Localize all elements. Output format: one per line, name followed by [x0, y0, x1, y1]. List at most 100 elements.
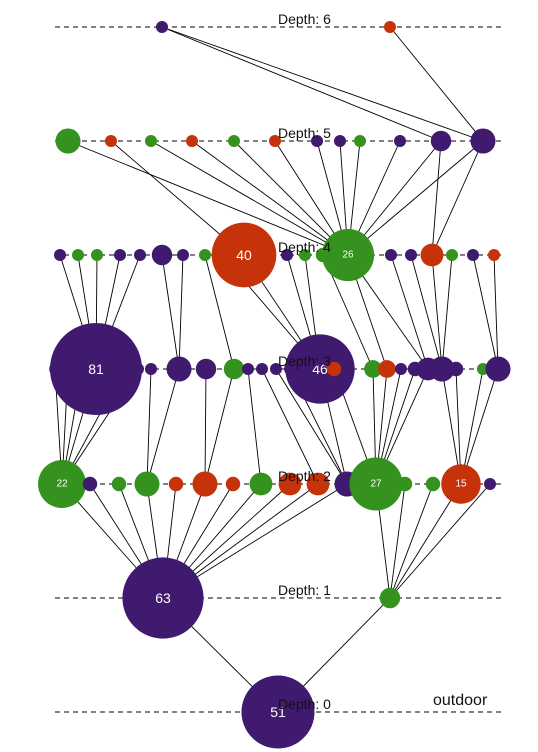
- node: [306, 472, 330, 496]
- node-circle: [269, 135, 281, 147]
- node: [228, 135, 240, 147]
- edge: [389, 483, 462, 599]
- edge: [204, 368, 235, 485]
- node-circle: [385, 249, 397, 261]
- node: [467, 249, 479, 261]
- node-circle: [249, 472, 273, 496]
- node: [114, 249, 126, 261]
- node-circle: [354, 135, 366, 147]
- node-circle: [145, 363, 157, 375]
- node: 81: [50, 323, 142, 415]
- node: [118, 363, 130, 375]
- node-circle: [484, 478, 496, 490]
- node-circle: [278, 472, 302, 496]
- edge: [431, 254, 443, 370]
- nodes: 51 63 22 27 15 81 46 40 26: [38, 21, 511, 749]
- node-circle: [82, 476, 98, 492]
- node-circle: [177, 249, 189, 261]
- node-circle: [225, 476, 241, 492]
- node: 27: [349, 457, 403, 511]
- node: [270, 363, 282, 375]
- node: [192, 471, 218, 497]
- node: [145, 363, 157, 375]
- edge: [347, 140, 484, 256]
- node: [394, 135, 406, 147]
- edge: [247, 368, 262, 485]
- node: 51: [241, 675, 315, 749]
- edge: [204, 254, 235, 370]
- node: [334, 135, 346, 147]
- depth-label-4: Depth: 4: [278, 239, 331, 255]
- node-circle: [378, 360, 396, 378]
- node-circle: [192, 471, 218, 497]
- node: [166, 356, 192, 382]
- node: [448, 361, 464, 377]
- node-circle: [151, 244, 173, 266]
- edge: [431, 140, 484, 256]
- node-circle: [270, 363, 282, 375]
- node: [470, 128, 496, 154]
- node: [364, 360, 382, 378]
- node: 15: [441, 464, 481, 504]
- node-circle: [448, 361, 464, 377]
- node: [186, 135, 198, 147]
- edge: [191, 140, 349, 256]
- node: [242, 363, 254, 375]
- node: 22: [38, 460, 86, 508]
- node: [378, 360, 396, 378]
- node: [225, 476, 241, 492]
- node: [278, 472, 302, 496]
- node-circle: [199, 249, 211, 261]
- edge: [161, 26, 484, 142]
- edge: [150, 140, 349, 256]
- node: [54, 249, 66, 261]
- edge: [389, 483, 434, 599]
- node-circle: [446, 249, 458, 261]
- node-circle: [50, 323, 142, 415]
- node: [326, 361, 342, 377]
- node-circle: [156, 21, 168, 33]
- node: [281, 249, 293, 261]
- node: [385, 249, 397, 261]
- node-circle: [91, 249, 103, 261]
- node: [429, 356, 455, 382]
- node: [485, 356, 511, 382]
- edge: [275, 368, 348, 485]
- node: [177, 249, 189, 261]
- node-circle: [145, 135, 157, 147]
- node-circle: [349, 457, 403, 511]
- node-circle: [441, 464, 481, 504]
- node: 26: [321, 228, 375, 282]
- node: [72, 249, 84, 261]
- edge: [431, 140, 442, 256]
- node: [82, 476, 98, 492]
- node-circle: [132, 363, 144, 375]
- depth-label-3: Depth: 3: [278, 353, 331, 369]
- node-circle: [425, 476, 441, 492]
- depth-label-6: Depth: 6: [278, 11, 331, 27]
- node-label: 26: [342, 250, 354, 261]
- edge: [472, 254, 499, 370]
- node-circle: [54, 249, 66, 261]
- node: [395, 363, 407, 375]
- node: [299, 249, 311, 261]
- node: [311, 135, 323, 147]
- node-circle: [364, 360, 382, 378]
- node-circle: [241, 675, 315, 749]
- node-circle: [420, 243, 444, 267]
- node-circle: [223, 358, 245, 380]
- edge: [67, 140, 349, 256]
- depth-label-2: Depth: 2: [278, 468, 331, 484]
- node-circle: [166, 356, 192, 382]
- node-label: 27: [370, 479, 382, 490]
- node: [379, 587, 401, 609]
- edge: [389, 483, 406, 599]
- edge: [233, 140, 349, 256]
- edge: [390, 254, 429, 370]
- node-circle: [168, 476, 184, 492]
- node: [91, 249, 103, 261]
- depth-label-5: Depth: 5: [278, 125, 331, 141]
- edge: [261, 368, 319, 485]
- edge: [204, 368, 207, 485]
